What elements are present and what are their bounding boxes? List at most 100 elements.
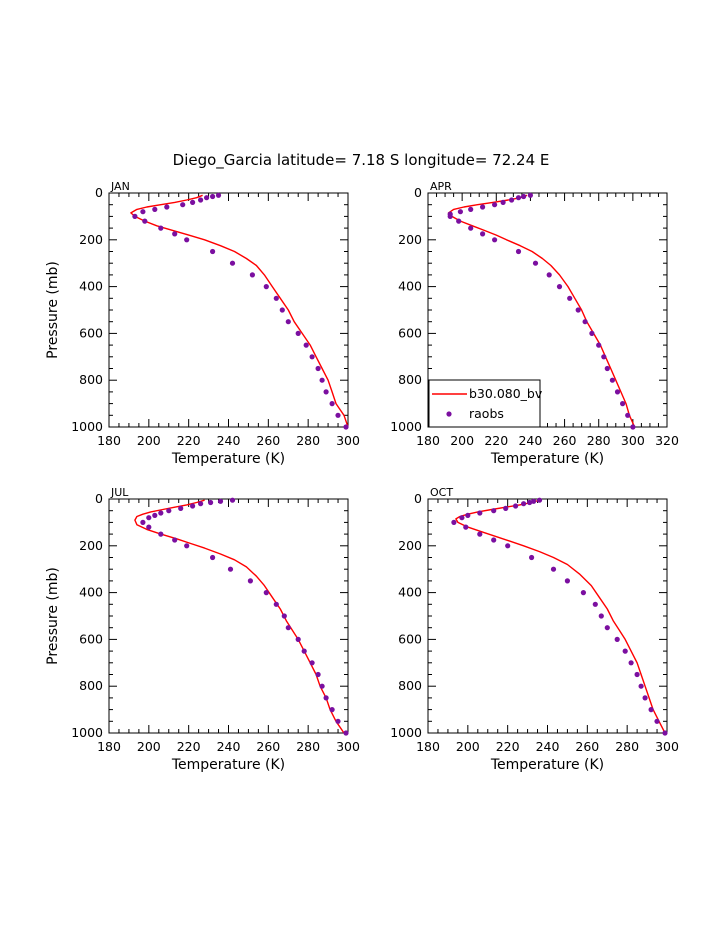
raobs-point <box>279 307 285 313</box>
y-tick-label: 800 <box>79 372 103 387</box>
x-tick-label: 180 <box>416 739 440 754</box>
y-axis-title: Pressure (mb) <box>45 567 61 665</box>
raobs-point <box>335 718 341 724</box>
raobs-point <box>285 625 291 631</box>
plot-frame <box>427 498 668 734</box>
x-tick-label: 320 <box>655 433 679 448</box>
raobs-point <box>582 319 588 325</box>
raobs-point <box>227 566 234 572</box>
x-tick-label: 220 <box>496 739 520 754</box>
x-tick-label: 220 <box>177 433 201 448</box>
raobs-point <box>208 499 214 506</box>
x-axis-title: Temperature (K) <box>490 451 604 467</box>
raobs-point <box>142 218 148 224</box>
x-axis-title: Temperature (K) <box>490 757 604 773</box>
raobs-point <box>468 225 474 231</box>
chart-panel-apr: APR 180 200 220 240 260 280 300 320 0 200 400 600 800… <box>390 180 679 467</box>
x-tick-label: 260 <box>575 739 599 754</box>
plot-frame <box>108 192 349 428</box>
raobs-point <box>546 272 552 278</box>
model-profile-line <box>455 499 666 734</box>
raobs-point <box>295 330 301 336</box>
x-tick-label: 280 <box>615 739 639 754</box>
raobs-point <box>620 401 626 407</box>
raobs-point <box>614 389 621 395</box>
y-tick-label: 0 <box>414 491 422 506</box>
raobs-point <box>315 671 321 678</box>
y-tick-label: 600 <box>398 631 422 646</box>
x-tick-label: 180 <box>97 433 121 448</box>
raobs-point <box>166 508 172 514</box>
x-tick-label: 200 <box>137 739 161 754</box>
panel-label: JUL <box>110 486 129 499</box>
panel-label: OCT <box>430 486 453 499</box>
panel-label: JAN <box>110 180 130 193</box>
x-tick-label: 260 <box>256 433 280 448</box>
raobs-point <box>465 512 471 519</box>
raobs-point <box>172 231 178 237</box>
figure-title: Diego_Garcia latitude= 7.18 S longitude=… <box>173 151 550 170</box>
y-tick-label: 200 <box>398 538 422 553</box>
raobs-point <box>249 272 255 278</box>
x-tick-label: 180 <box>416 433 440 448</box>
x-tick-label: 200 <box>137 433 161 448</box>
x-tick-label: 180 <box>97 739 121 754</box>
raobs-point <box>463 524 469 530</box>
raobs-point <box>550 566 557 572</box>
y-tick-label: 600 <box>79 631 103 646</box>
raobs-point <box>575 307 581 313</box>
raobs-point <box>343 730 349 736</box>
model-profile-line <box>130 194 349 428</box>
raobs-point <box>247 578 253 584</box>
legend-label: raobs <box>469 406 504 421</box>
raobs-point <box>335 412 341 418</box>
y-tick-label: 400 <box>398 279 422 294</box>
raobs-point <box>273 295 279 301</box>
raobs-point <box>638 683 644 689</box>
raobs-point <box>303 342 309 348</box>
raobs-point <box>515 248 522 255</box>
y-tick-label: 200 <box>79 232 103 247</box>
y-tick-label: 600 <box>79 325 103 340</box>
raobs-point <box>210 554 216 561</box>
raobs-point <box>178 505 184 511</box>
y-tick-label: 800 <box>398 372 422 387</box>
raobs-point <box>492 202 498 208</box>
x-tick-label: 300 <box>621 433 645 448</box>
raobs-point <box>315 365 321 372</box>
raobs-point <box>604 365 610 372</box>
raobs-point <box>204 195 210 201</box>
model-profile-line <box>134 499 345 734</box>
raobs-point <box>158 225 164 231</box>
x-tick-label: 300 <box>336 739 360 754</box>
x-tick-label: 260 <box>553 433 577 448</box>
raobs-point <box>625 412 631 418</box>
raobs-point <box>140 209 146 215</box>
raobs-point <box>598 613 604 619</box>
raobs-point <box>521 193 527 200</box>
raobs-point <box>451 519 457 526</box>
raobs-point <box>564 578 571 584</box>
y-tick-label: 200 <box>79 538 103 553</box>
raobs-point <box>589 330 595 336</box>
x-tick-label: 240 <box>518 433 542 448</box>
y-tick-label: 400 <box>79 585 103 600</box>
raobs-point <box>329 401 335 407</box>
raobs-point <box>491 508 497 514</box>
raobs-point <box>210 193 216 200</box>
y-tick-label: 600 <box>398 325 422 340</box>
raobs-point <box>457 209 463 215</box>
raobs-point <box>295 636 301 643</box>
y-tick-label: 400 <box>398 585 422 600</box>
y-tick-label: 800 <box>79 678 103 693</box>
raobs-point <box>503 505 509 511</box>
raobs-point <box>319 377 325 383</box>
x-axis-title: Temperature (K) <box>171 451 285 467</box>
model-profile-line <box>447 194 636 428</box>
y-axis-title: Pressure (mb) <box>45 261 61 359</box>
raobs-point <box>198 197 204 203</box>
x-tick-label: 240 <box>536 739 560 754</box>
raobs-point <box>309 354 315 360</box>
raobs-point <box>500 199 506 205</box>
